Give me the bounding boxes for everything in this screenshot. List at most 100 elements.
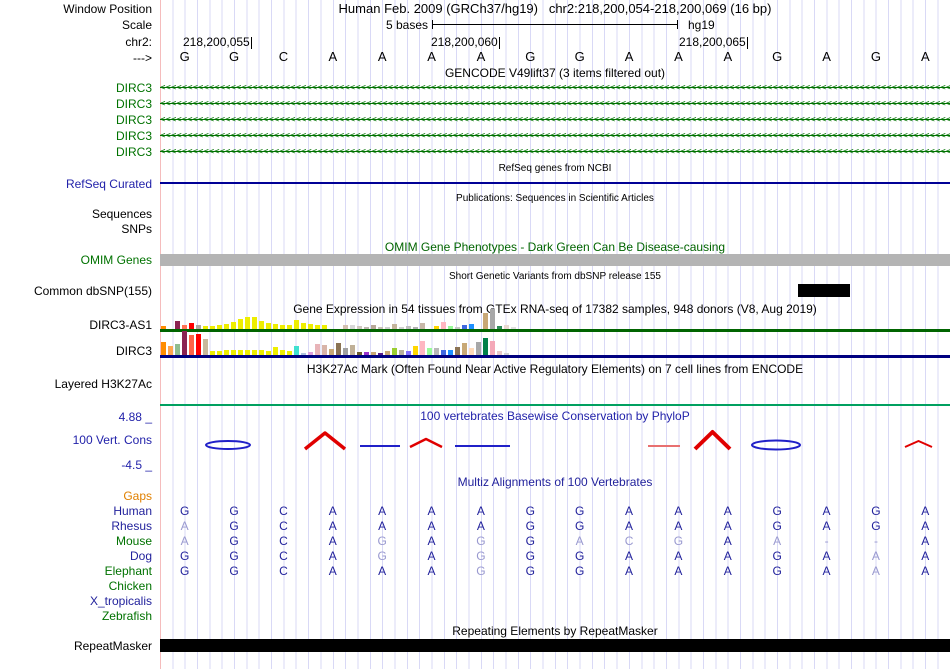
gene-label-dirc3[interactable]: DIRC3 [115,113,152,127]
gene-transcript-row[interactable]: <<<<<<<<<<<<<<<<<<<<<<<<<<<<<<<<<<<<<<<<… [160,81,950,95]
common-dbsnp-label[interactable]: Common dbSNP(155) [33,284,152,298]
gtex-tissue-bar [287,325,292,329]
gtex-tissue-bar [469,324,474,329]
gtex-tissue-bar [301,323,306,329]
alignment-letter: G [575,519,585,533]
species-label-human[interactable]: Human [113,504,152,518]
gtex-track-title[interactable]: Gene Expression in 54 tissues from GTEx … [293,302,817,316]
dbsnp-track-title[interactable]: Short Genetic Variants from dbSNP releas… [449,271,661,282]
repeatmasker-element-bar[interactable] [160,639,950,652]
species-label-rhesus[interactable]: Rhesus [111,519,152,533]
gtex-tissue-bar [196,334,201,355]
conservation-track-title[interactable]: 100 vertebrates Basewise Conservation by… [420,409,690,423]
h3k27ac-track-title[interactable]: H3K27Ac Mark (Often Found Near Active Re… [306,362,804,376]
conservation-max-label: 4.88 _ [118,410,152,424]
alignment-letter: A [921,504,930,518]
repeatmasker-track-title[interactable]: Repeating Elements by RepeatMasker [452,624,658,638]
h3k27ac-baseline[interactable] [160,404,950,406]
gtex-tissue-bar [469,348,474,355]
snps-label[interactable]: SNPs [121,222,152,236]
gtex-tissue-bar [189,335,194,355]
gene-label-dirc3[interactable]: DIRC3 [115,81,152,95]
gtex-gene-label-dirc3as1[interactable]: DIRC3-AS1 [89,318,152,332]
alignment-letter: G [525,504,535,518]
gtex-tissue-bar [161,342,166,355]
alignment-letter: A [625,504,634,518]
gaps-row-label[interactable]: Gaps [123,489,152,503]
alignment-letter: A [822,504,831,518]
gtex-gene-line[interactable] [160,355,950,358]
gene-label-dirc3[interactable]: DIRC3 [115,145,152,159]
gene-transcript-row[interactable]: <<<<<<<<<<<<<<<<<<<<<<<<<<<<<<<<<<<<<<<<… [160,97,950,111]
gtex-tissue-bar [196,325,201,329]
conservation-wiggle[interactable] [160,425,950,465]
gtex-tissue-bar [203,326,208,329]
gtex-tissue-bar [385,351,390,355]
alignment-letter: A [871,564,880,578]
coordinate-text: 218,200,065 [679,35,746,49]
strand-direction-arrows: <<<<<<<<<<<<<<<<<<<<<<<<<<<<<<<<<<<<<<<<… [160,81,950,95]
repeatmasker-label[interactable]: RepeatMasker [73,639,152,653]
conservation-label[interactable]: 100 Vert. Cons [72,433,152,447]
base-letter: G [772,49,783,64]
alignment-letter: C [279,519,288,533]
base-letter: A [920,49,930,64]
alignment-letter: C [279,549,288,563]
alignment-letter: A [674,564,683,578]
alignment-letter: A [328,504,337,518]
sequences-label[interactable]: Sequences [91,207,152,221]
alignment-letter: A [378,564,387,578]
refseq-curated-line[interactable] [160,182,950,184]
omim-gene-bar[interactable] [160,254,950,266]
omim-track-title[interactable]: OMIM Gene Phenotypes - Dark Green Can Be… [384,240,726,254]
gtex-tissue-bar [476,342,481,355]
species-label-elephant[interactable]: Elephant [104,564,152,578]
base-letter: A [822,49,831,64]
alignment-letter: A [625,564,634,578]
gene-label-dirc3[interactable]: DIRC3 [115,97,152,111]
gtex-tissue-bar [392,324,397,329]
species-label-chicken[interactable]: Chicken [108,579,152,593]
gtex-tissue-bar [343,325,348,329]
species-label-mouse[interactable]: Mouse [115,534,152,548]
gtex-tissue-bar [497,351,502,355]
alignment-letter: G [871,504,881,518]
gtex-tissue-bar [175,321,180,329]
publications-track-title[interactable]: Publications: Sequences in Scientific Ar… [456,193,654,204]
refseq-curated-label[interactable]: RefSeq Curated [65,177,152,191]
gtex-expression-bars[interactable] [161,329,950,355]
gtex-gene-line[interactable] [160,329,950,332]
layered-h3k27ac-label[interactable]: Layered H3K27Ac [54,377,152,391]
omim-genes-label[interactable]: OMIM Genes [80,253,152,267]
chrom-label: chr2: [125,35,152,49]
gene-transcript-row[interactable]: <<<<<<<<<<<<<<<<<<<<<<<<<<<<<<<<<<<<<<<<… [160,113,950,127]
gtex-gene-label-dirc3[interactable]: DIRC3 [115,344,152,358]
species-label-zebrafish[interactable]: Zebrafish [101,609,152,623]
refseq-track-title[interactable]: RefSeq genes from NCBI [498,163,612,174]
gencode-track-title[interactable]: GENCODE V49lift37 (3 items filtered out) [444,66,666,80]
gtex-tissue-bar [455,327,460,329]
gene-label-dirc3[interactable]: DIRC3 [115,129,152,143]
gtex-tissue-bar [189,323,194,329]
gene-transcript-row[interactable]: <<<<<<<<<<<<<<<<<<<<<<<<<<<<<<<<<<<<<<<<… [160,145,950,159]
gtex-tissue-bar [350,345,355,355]
alignment-letter: A [921,564,930,578]
coordinate-tick [498,36,500,49]
strand-direction-arrows: <<<<<<<<<<<<<<<<<<<<<<<<<<<<<<<<<<<<<<<<… [160,145,950,159]
base-letter: A [427,49,436,64]
multiz-track-title[interactable]: Multiz Alignments of 100 Vertebrates [457,475,653,489]
species-label-x_tropicalis[interactable]: X_tropicalis [89,594,152,608]
gtex-expression-bars[interactable] [161,309,950,329]
gtex-tissue-bar [399,350,404,355]
alignment-letter: G [476,549,486,563]
dbsnp-variant-box[interactable] [798,284,850,297]
species-label-dog[interactable]: Dog [129,549,152,563]
gtex-tissue-bar [406,351,411,355]
gtex-tissue-bar [511,327,516,329]
alignment-letter: A [378,519,387,533]
gene-transcript-row[interactable]: <<<<<<<<<<<<<<<<<<<<<<<<<<<<<<<<<<<<<<<<… [160,129,950,143]
alignment-letter: A [625,519,634,533]
gtex-tissue-bar [490,341,495,355]
